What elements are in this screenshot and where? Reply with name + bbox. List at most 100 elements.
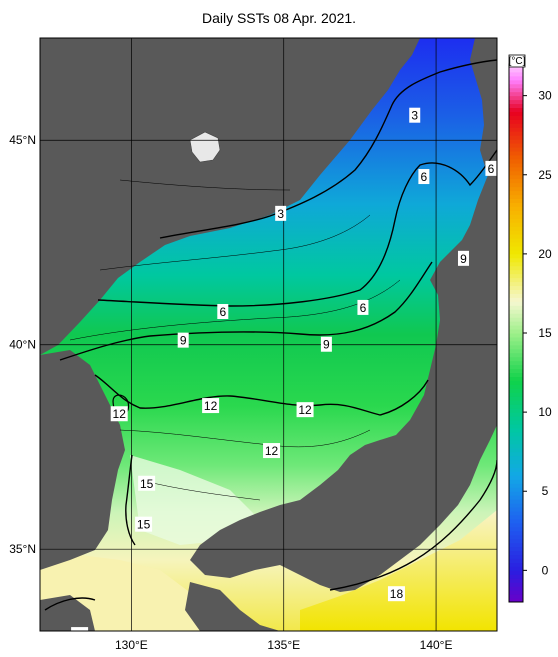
colorbar-step <box>509 554 523 559</box>
colorbar-tick-label: 5 <box>542 484 549 498</box>
colorbar-step <box>509 511 523 516</box>
colorbar-tick-label: 0 <box>542 563 549 577</box>
colorbar-step <box>509 388 523 393</box>
contour-label-box <box>71 627 89 631</box>
contours <box>44 59 497 611</box>
colorbar-step <box>509 269 523 275</box>
latitude-tick-labels: 35°N 40°N 45°N <box>9 133 36 556</box>
colorbar-step <box>509 222 523 227</box>
colorbar-step <box>509 79 523 85</box>
contour-label-box <box>217 304 229 320</box>
colorbar-unit: [°C] <box>509 56 526 67</box>
colorbar-step <box>509 412 523 417</box>
colorbar-step <box>509 238 523 243</box>
colorbar-ramp <box>509 64 523 603</box>
colorbar-step <box>509 590 523 595</box>
colorbar-step <box>509 578 523 583</box>
contour-label: 6 <box>217 304 229 320</box>
colorbar-step <box>509 439 523 445</box>
colorbar-step <box>509 107 523 112</box>
contour-label-text: 15 <box>140 477 154 491</box>
colorbar-step <box>509 245 523 251</box>
contour-label-box <box>275 205 287 221</box>
colorbar-step <box>509 87 523 93</box>
japan-islands <box>190 38 497 592</box>
colorbar-step <box>509 321 523 326</box>
colorbar-step <box>509 336 523 342</box>
colorbar-step <box>509 95 523 101</box>
colorbar-step <box>509 514 523 520</box>
colorbar-step <box>509 249 523 255</box>
colorbar-step <box>509 119 523 124</box>
colorbar-step <box>509 408 523 413</box>
colorbar-step <box>509 566 523 571</box>
colorbar-step <box>509 103 523 109</box>
contour-label: 18 <box>71 627 89 631</box>
contour-label-text: 12 <box>113 407 127 421</box>
colorbar-step <box>509 483 523 488</box>
colorbar-step <box>509 420 523 425</box>
plot-frame <box>39 37 498 632</box>
map-title: Daily SSTs 08 Apr. 2021. <box>201 10 357 26</box>
colorbar-step <box>509 123 523 128</box>
colorbar-unit-box <box>508 54 526 68</box>
colorbar-step <box>509 507 523 512</box>
contour-label: 15 <box>135 516 153 532</box>
colorbar-step <box>509 281 523 287</box>
colorbar-step <box>509 396 523 401</box>
contour-label: 9 <box>457 250 469 266</box>
pacific-sea <box>300 510 497 631</box>
colorbar-step <box>509 364 523 370</box>
colorbar-step <box>509 91 523 97</box>
sakhalin <box>470 38 497 185</box>
colorbar-step <box>509 154 523 160</box>
contour-label-text: 3 <box>277 207 284 221</box>
colorbar-step <box>509 242 523 247</box>
colorbar-step <box>509 230 523 235</box>
colorbar-tick-label: 10 <box>538 405 552 419</box>
contour-label-box <box>135 516 153 532</box>
asian-mainland <box>40 38 420 355</box>
colorbar-step <box>509 182 523 188</box>
contour-label-text: 3 <box>411 109 418 123</box>
contour-label-box <box>387 586 405 602</box>
colorbar-step <box>509 400 523 405</box>
contour-18b <box>44 597 96 611</box>
colorbar-step <box>509 518 523 524</box>
colorbar-step <box>509 99 523 105</box>
khanka-lake <box>189 131 221 163</box>
colorbar-step <box>509 277 523 283</box>
colorbar-step <box>509 194 523 199</box>
colorbar-step <box>509 443 523 449</box>
colorbar-step <box>509 427 523 433</box>
colorbar-step <box>509 178 523 184</box>
colorbar-step <box>509 293 523 298</box>
contour-3 <box>159 59 497 239</box>
colorbar-step <box>509 423 523 429</box>
colorbar-step <box>509 380 523 385</box>
colorbar-step <box>509 234 523 239</box>
colorbar: [°C] 0 5 10 15 20 25 30 <box>508 54 552 603</box>
colorbar-step <box>509 392 523 397</box>
colorbar-step <box>509 135 523 140</box>
colorbar-step <box>509 226 523 231</box>
korean-peninsula <box>40 350 125 570</box>
colorbar-step <box>509 151 523 156</box>
colorbar-step <box>509 447 523 453</box>
contour-12 <box>94 374 429 416</box>
colorbar-step <box>509 491 523 496</box>
contour-label-box <box>110 406 128 422</box>
colorbar-step <box>509 455 523 461</box>
contour-label: 12 <box>296 402 314 418</box>
colorbar-step <box>509 459 523 465</box>
contour-label-box <box>177 332 189 348</box>
warm-pocket <box>130 455 260 545</box>
colorbar-step <box>509 550 523 556</box>
contour-label: 18 <box>387 586 405 602</box>
colorbar-step <box>509 431 523 437</box>
colorbar-step <box>509 162 523 168</box>
contour-label-text: 12 <box>204 399 218 413</box>
colorbar-tick-label: 20 <box>538 247 552 261</box>
grid-lines <box>40 38 497 631</box>
